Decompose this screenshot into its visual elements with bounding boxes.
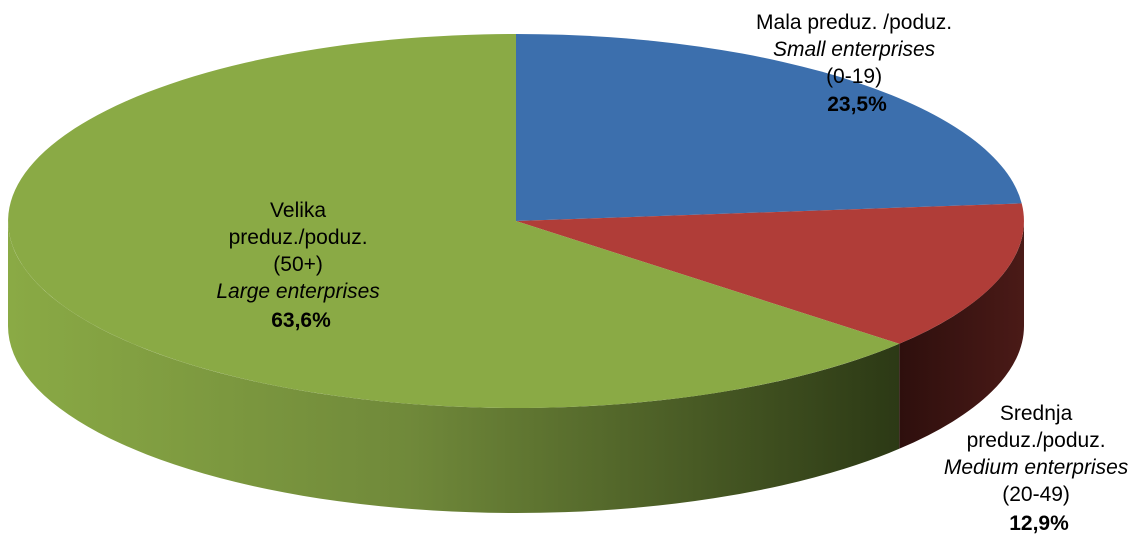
- label-medium-value: 12,9%: [1009, 512, 1069, 535]
- pie-sides: [7, 221, 1024, 514]
- label-small-hr: Mala preduz. /poduz.: [756, 11, 952, 34]
- label-large-range: (50+): [273, 253, 323, 276]
- pie-slice-small: [516, 34, 1022, 221]
- label-large-hr-line2: preduz./poduz.: [229, 226, 368, 249]
- label-large: Velika preduz./poduz. (50+) Large enterp…: [216, 199, 385, 332]
- label-medium: Srednja preduz./poduz. Medium enterprise…: [944, 402, 1134, 535]
- label-medium-range: (20-49): [1002, 483, 1070, 506]
- label-small-en: Small enterprises: [773, 38, 936, 61]
- pie-side-medium: [899, 221, 1024, 449]
- label-medium-hr-line1: Srednja: [1000, 402, 1073, 425]
- label-medium-hr-line2: preduz./poduz.: [967, 429, 1106, 452]
- label-small: Mala preduz. /poduz. Small enterprises (…: [756, 11, 958, 116]
- label-large-en: Large enterprises: [216, 280, 380, 303]
- pie-tops: [8, 34, 1024, 409]
- label-small-range: (0-19): [826, 65, 882, 88]
- pie-side-large: [7, 221, 900, 514]
- label-large-hr-line1: Velika: [270, 199, 326, 222]
- label-medium-en: Medium enterprises: [944, 456, 1129, 479]
- label-large-value: 63,6%: [271, 309, 331, 332]
- pie-slice-large: [8, 34, 900, 409]
- pie-slice-medium: [516, 203, 1024, 344]
- label-small-value: 23,5%: [827, 93, 887, 116]
